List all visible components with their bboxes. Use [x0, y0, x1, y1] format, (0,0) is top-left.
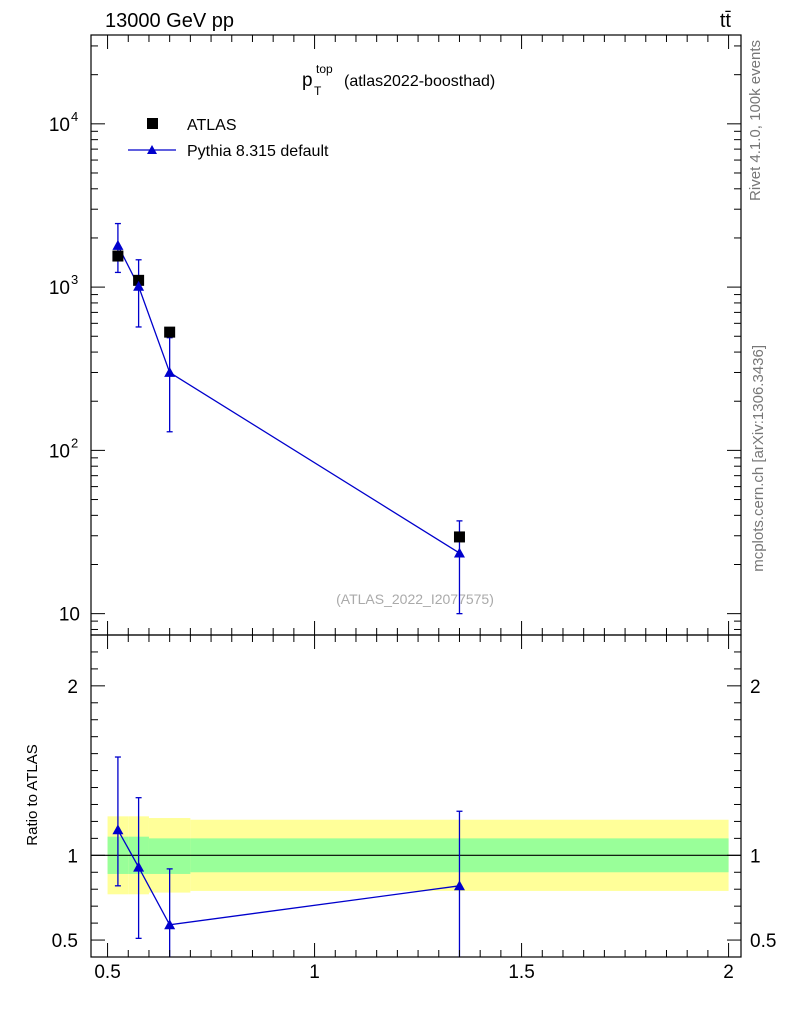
- x-tick-label: 2: [723, 962, 734, 983]
- process-label: tt̄: [720, 10, 732, 32]
- ratio-mc-point: [453, 880, 465, 891]
- data-point: [112, 250, 124, 262]
- title-superscript: top: [316, 62, 333, 76]
- y-tick-label: 10: [59, 605, 80, 626]
- legend-mc-marker: [147, 145, 157, 154]
- ratio-y-tick-label-left: 2: [67, 677, 78, 698]
- ratio-mc-point: [164, 919, 176, 930]
- y-tick-label: 10: [49, 115, 70, 136]
- legend-data-label: ATLAS: [187, 117, 237, 134]
- y-tick-label: 10: [49, 441, 70, 462]
- y-tick-label-exponent: 2: [71, 435, 78, 450]
- y-tick-label: 10: [49, 278, 70, 299]
- x-tick-label: 0.5: [94, 962, 120, 983]
- ratio-panel: Ratio to ATLAS 0.5 0.5 1 1 2 2: [24, 634, 776, 958]
- ratio-y-tick-label-left: 1: [67, 846, 78, 867]
- ratio-y-tick-label-right: 2: [750, 677, 761, 698]
- ratio-mc-point: [133, 861, 145, 872]
- ratio-mc-line: [117, 829, 460, 926]
- rivet-version-label: Rivet 4.1.0, 100k events: [747, 40, 764, 201]
- x-tick-label: 1: [309, 962, 320, 983]
- mc-point: [133, 280, 145, 291]
- title-subscript: T: [314, 84, 322, 98]
- data-point: [453, 531, 465, 543]
- y-tick-label-exponent: 4: [71, 109, 78, 124]
- y-tick-label-exponent: 3: [71, 272, 78, 287]
- main-panel: p top T (atlas2022-boosthad) (ATLAS_2022…: [49, 34, 742, 636]
- title-observable: p: [302, 70, 313, 91]
- legend: ATLAS Pythia 8.315 default: [128, 117, 329, 160]
- mcplots-label: mcplots.cern.ch [arXiv:1306.3436]: [750, 345, 767, 572]
- x-tick-label: 1.5: [508, 962, 534, 983]
- data-point: [133, 274, 145, 286]
- mc-point: [453, 547, 465, 558]
- title-analysis-tag: (atlas2022-boosthad): [344, 73, 495, 90]
- analysis-watermark: (ATLAS_2022_I2077575): [336, 591, 494, 607]
- mc-point: [112, 239, 124, 250]
- ratio-frame: [90, 634, 742, 958]
- energy-label: 13000 GeV pp: [105, 10, 234, 32]
- ratio-y-tick-label-right: 0.5: [750, 931, 776, 952]
- data-point: [164, 326, 176, 338]
- ratio-y-tick-label-left: 0.5: [52, 931, 78, 952]
- legend-mc-label: Pythia 8.315 default: [187, 143, 329, 160]
- uncertainty-band-inner: [148, 838, 191, 874]
- ratio-y-tick-label-right: 1: [750, 846, 761, 867]
- legend-data-marker: [147, 118, 158, 129]
- mc-point: [164, 366, 176, 377]
- ratio-mc-point: [112, 824, 124, 835]
- mc-line: [117, 245, 460, 554]
- ratio-axis-label: Ratio to ATLAS: [24, 744, 41, 845]
